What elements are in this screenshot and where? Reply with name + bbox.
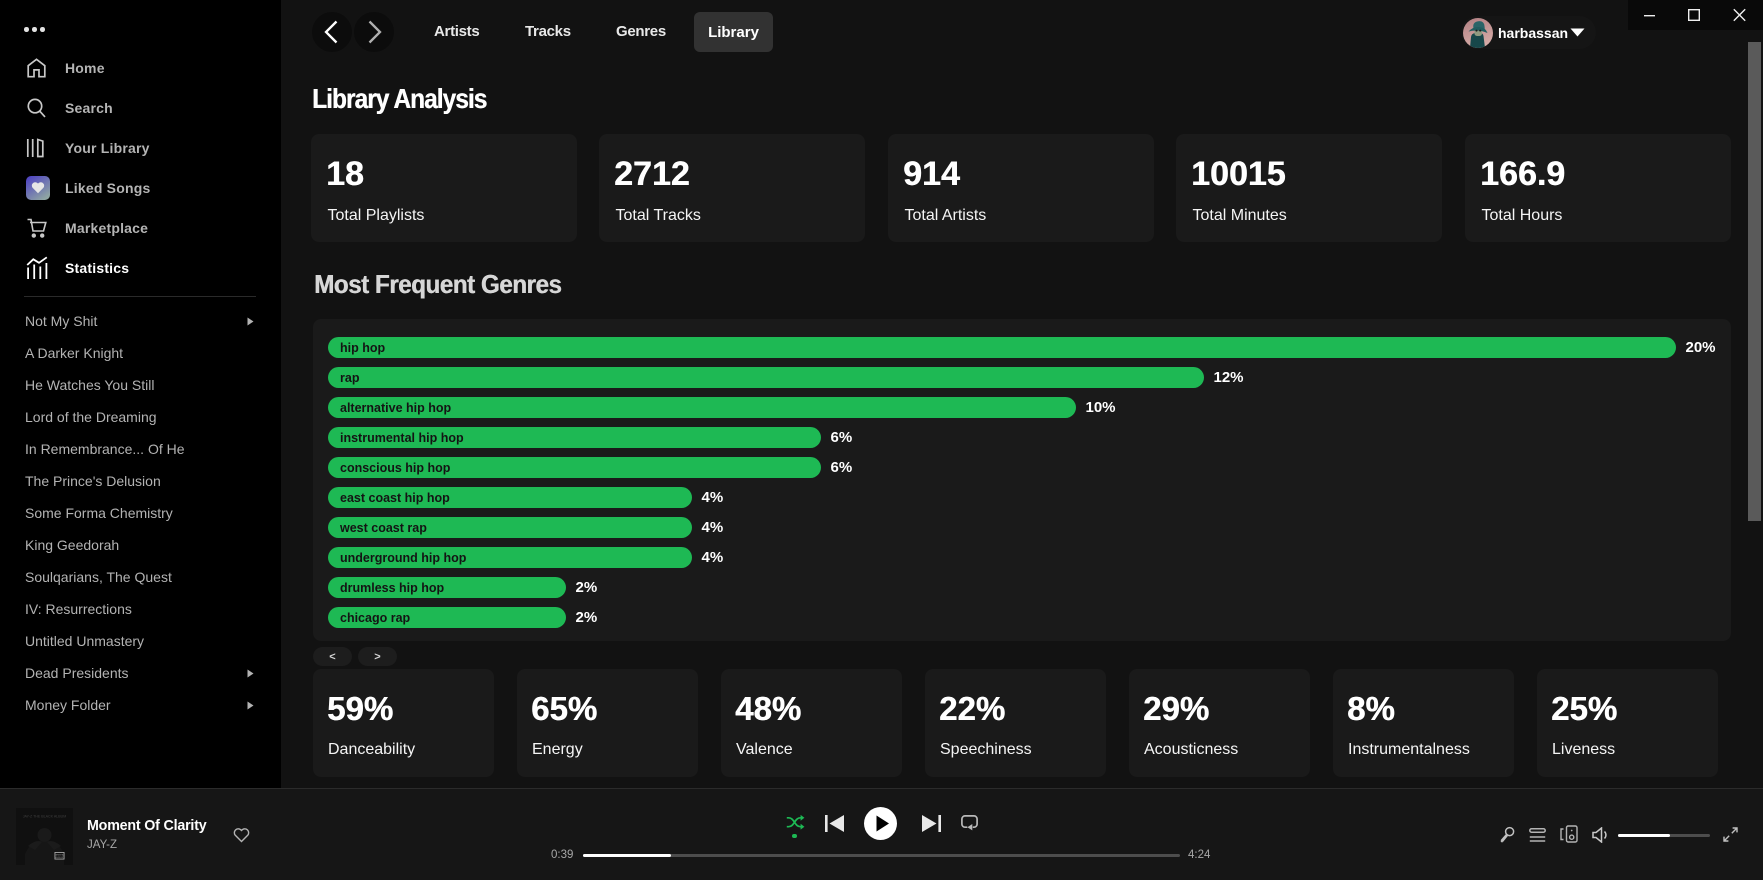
svg-text:ADVISORY: ADVISORY: [55, 856, 65, 859]
svg-text:PARENTAL: PARENTAL: [55, 854, 65, 857]
svg-text:JAY-Z THE BLACK ALBUM: JAY-Z THE BLACK ALBUM: [23, 815, 66, 819]
